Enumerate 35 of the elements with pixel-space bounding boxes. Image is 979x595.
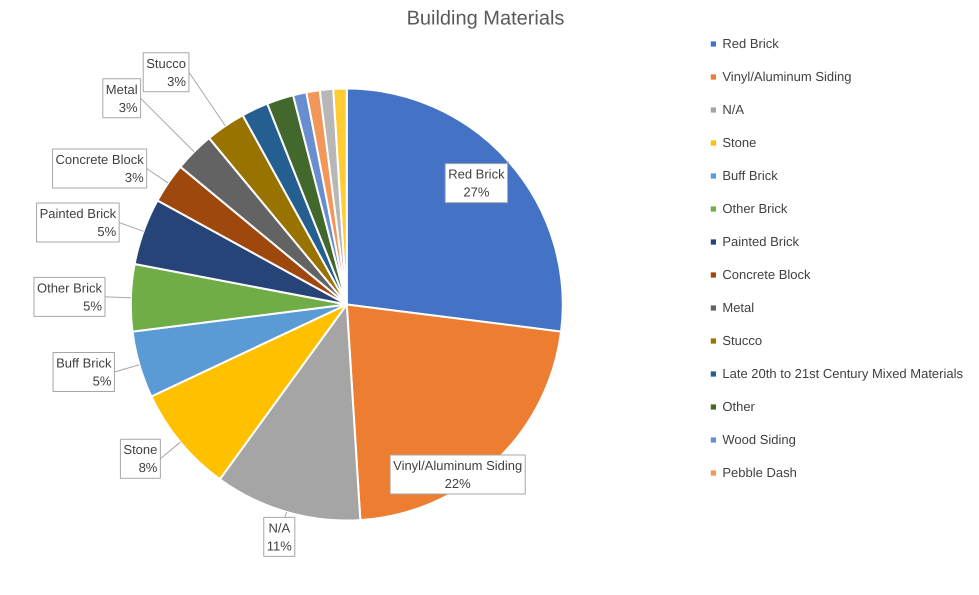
legend-label: Late 20th to 21st Century Mixed Materials: [722, 366, 963, 381]
slice-label: Stucco: [146, 56, 186, 71]
slice-label: Other Brick: [36, 280, 102, 296]
legend-label: Vinyl/Aluminum Siding: [722, 69, 852, 84]
legend-label: Stucco: [722, 333, 762, 348]
data-label: 27%: [463, 184, 490, 200]
data-label: 3%: [124, 170, 144, 186]
slice-label: Stone: [123, 442, 158, 458]
data-label: 5%: [83, 298, 102, 314]
data-label: 8%: [138, 460, 158, 476]
data-label: 5%: [92, 373, 112, 388]
legend-label: Other Brick: [722, 201, 788, 216]
legend-label: Red Brick: [722, 36, 779, 51]
legend-label: Concrete Block: [722, 267, 811, 282]
data-label: 22%: [444, 476, 472, 492]
legend-label: Metal: [722, 300, 754, 315]
legend-label: Stone: [722, 135, 756, 150]
legend-label: Painted Brick: [722, 234, 799, 249]
slice-label: Metal: [106, 82, 138, 97]
slice-label: Concrete Block: [56, 152, 144, 168]
legend-label: Other: [722, 399, 755, 414]
slice-label: Painted Brick: [40, 206, 117, 222]
slice-label: Red Brick: [448, 166, 506, 182]
legend-label: Wood Siding: [722, 432, 796, 447]
chart-title: Building Materials: [406, 8, 564, 30]
legend-label: Buff Brick: [722, 168, 778, 183]
legend-label: N/A: [722, 102, 744, 117]
data-label: 11%: [266, 538, 292, 554]
slice-label: Vinyl/Aluminum Siding: [393, 458, 522, 474]
data-label: 5%: [97, 224, 117, 240]
slice-label: N/A: [268, 520, 290, 536]
data-label: 3%: [167, 74, 186, 89]
data-label: 3%: [118, 100, 138, 115]
slice-label: Buff Brick: [56, 355, 112, 370]
legend-label: Pebble Dash: [722, 465, 797, 480]
